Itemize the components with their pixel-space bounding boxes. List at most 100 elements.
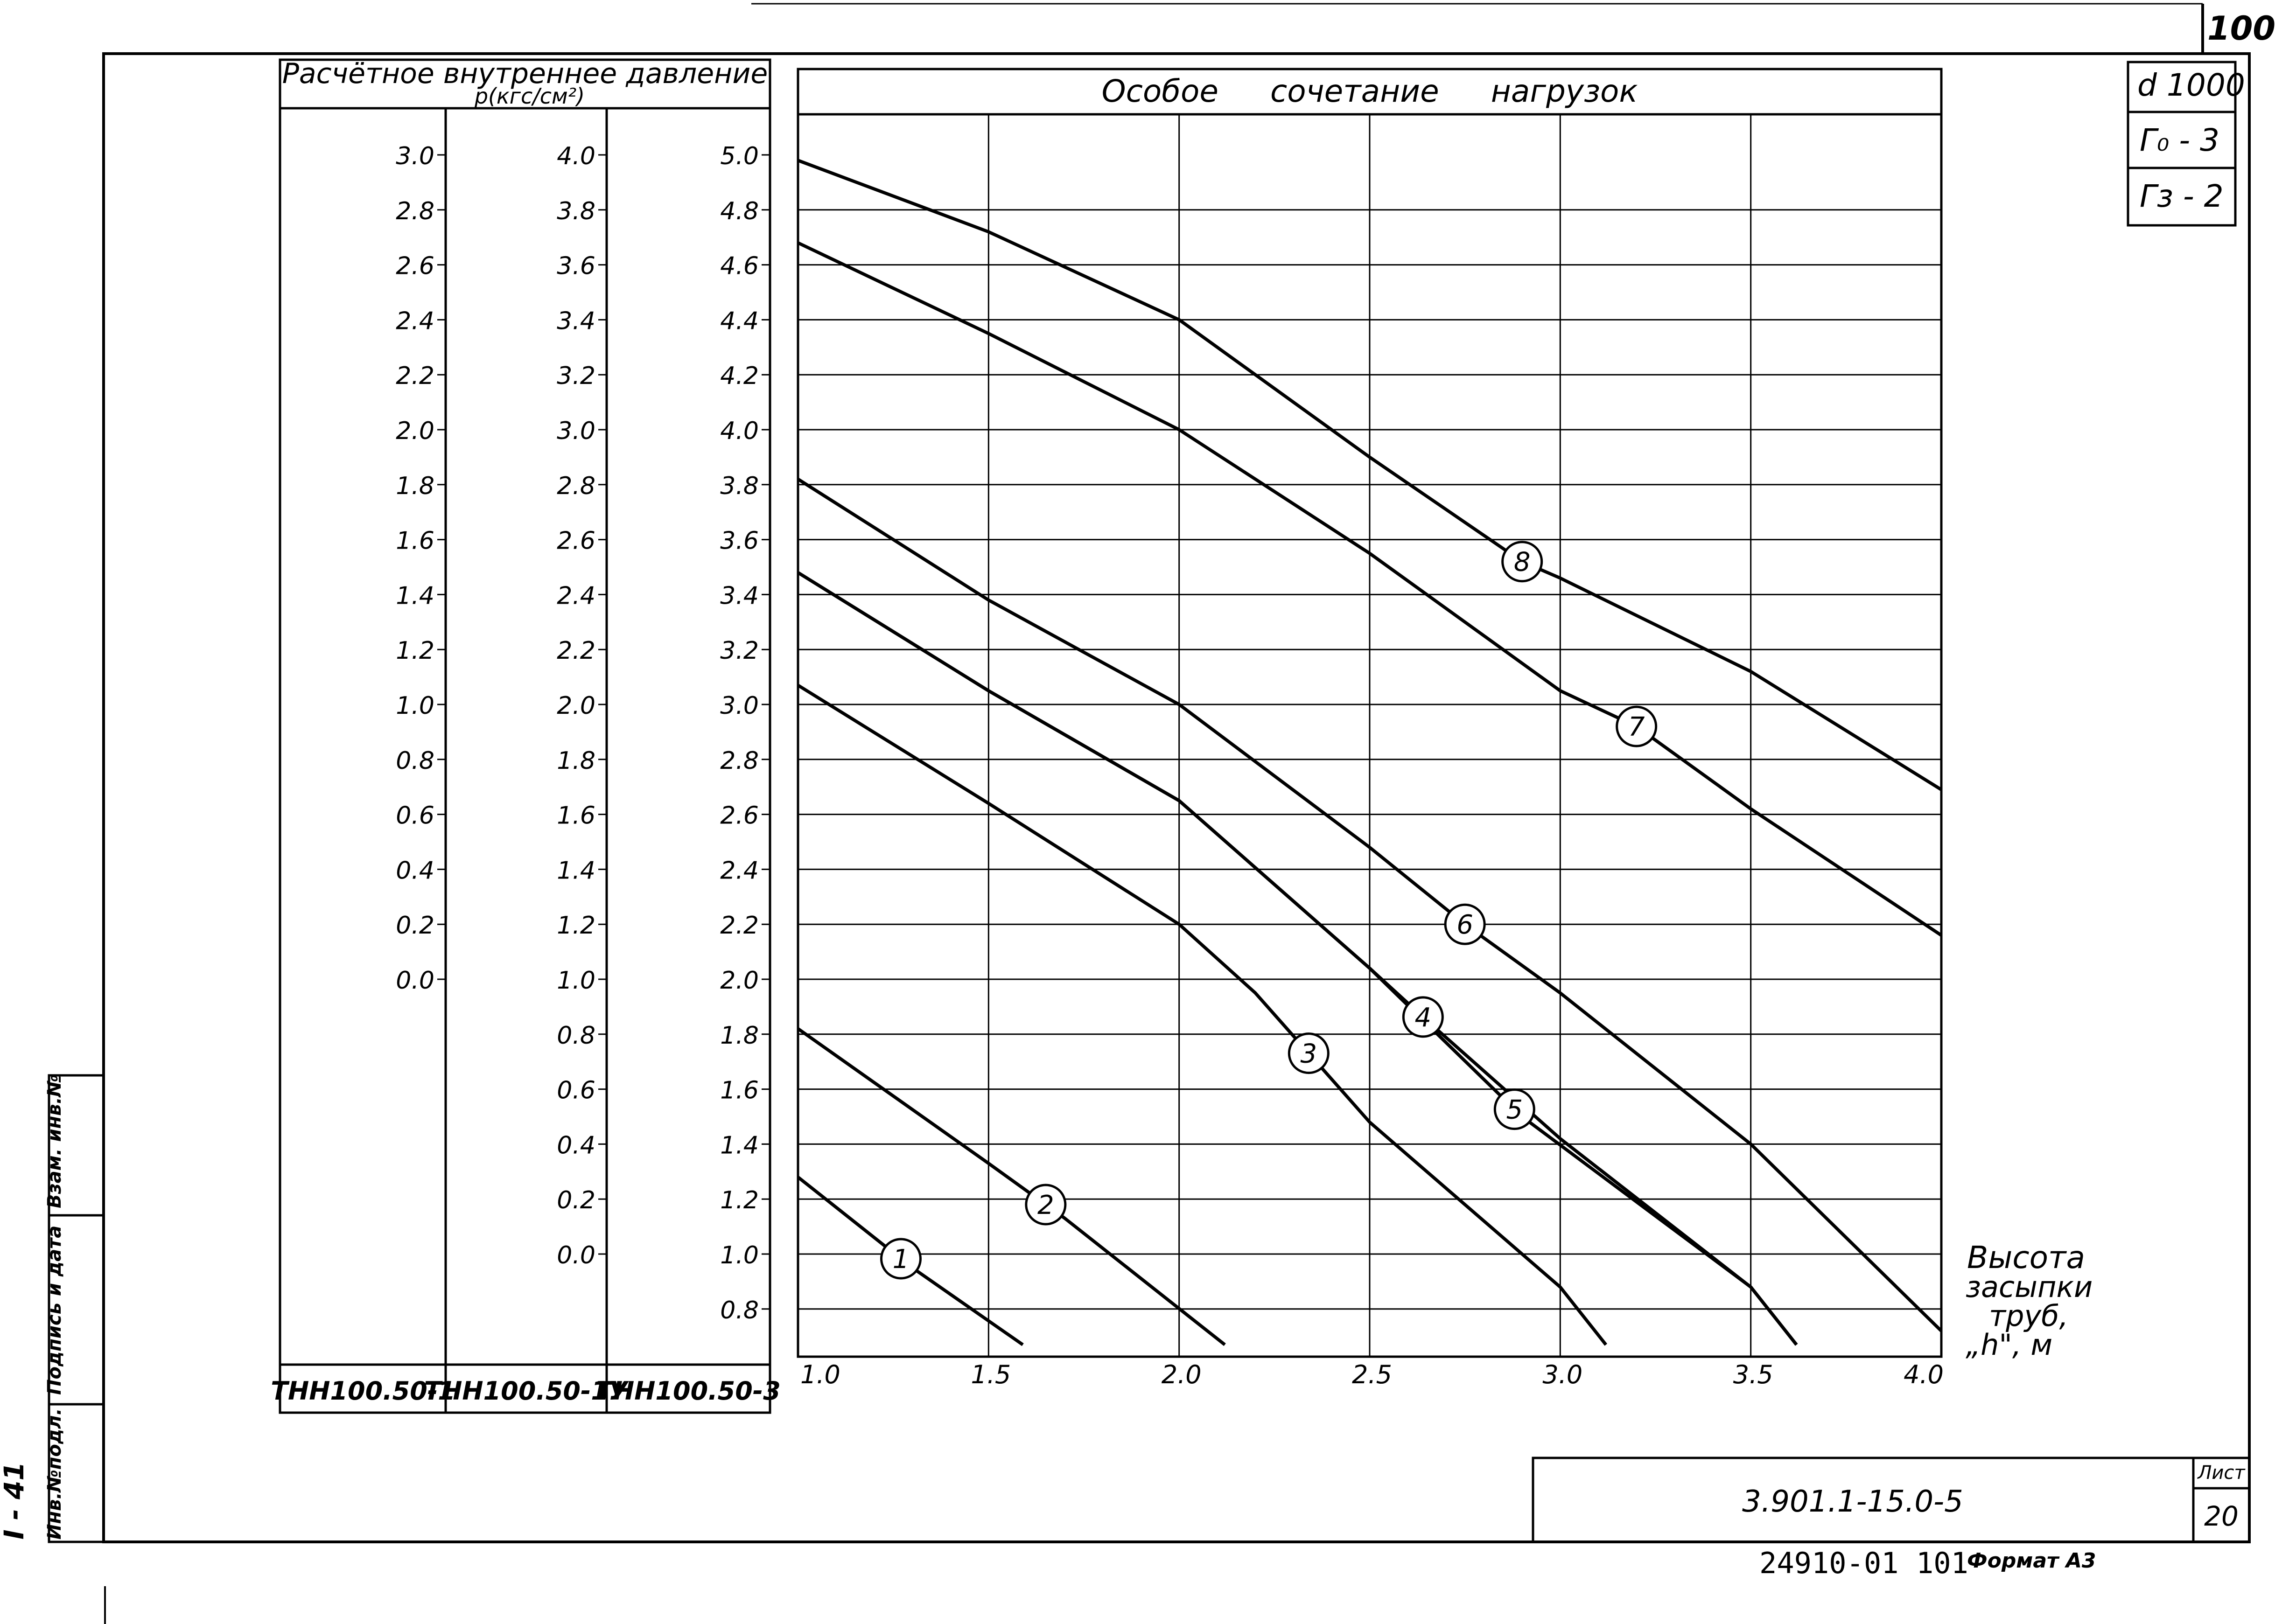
scale-tick-label: 1.8 <box>720 1022 759 1050</box>
axis-caption-line3: труб, <box>1989 1299 2068 1333</box>
series-line-7 <box>797 241 1942 937</box>
scale-tick-label: 2.8 <box>557 472 595 500</box>
sheet-number: 20 <box>2204 1500 2239 1532</box>
scale-tick-label: 2.8 <box>720 747 759 775</box>
document-code: 3.901.1-15.0-5 <box>1742 1485 1963 1519</box>
scale-tick-label: 3.6 <box>720 527 759 555</box>
x-tick-label: 2.0 <box>1162 1360 1202 1389</box>
pressure-table <box>279 58 771 1414</box>
badge-g0: Г₀ - 3 <box>2140 122 2219 158</box>
scale-tick-label: 0.0 <box>557 1241 595 1269</box>
scale-tick-label: 0.0 <box>396 967 434 995</box>
scale-tick-label: 3.0 <box>720 692 759 720</box>
scale-tick-label: 2.8 <box>396 197 434 225</box>
format-label: Формат А3 <box>1967 1549 2096 1573</box>
stamp-label-signature: Подпись и дата <box>44 1226 65 1395</box>
scale-tick-label: 1.6 <box>557 802 595 830</box>
scale-tick-label: 1.2 <box>720 1186 759 1214</box>
scale-tick-label: 4.0 <box>557 142 595 170</box>
x-tick-label: 3.5 <box>1733 1360 1773 1389</box>
scale-tick-label: 1.0 <box>396 692 434 720</box>
series-marker-7 <box>1616 705 1658 747</box>
scale-tick-label: 3.2 <box>557 362 595 390</box>
table-subtitle: p(кгс/см²) <box>474 84 585 109</box>
scale-tick-label: 0.2 <box>396 912 434 940</box>
scale-tick-label: 1.8 <box>396 472 434 500</box>
scale-tick-label: 1.2 <box>557 912 595 940</box>
sheet-label: Лист <box>2197 1462 2246 1484</box>
scale-tick-label: 2.2 <box>557 637 595 665</box>
scale-tick-label: 2.0 <box>396 417 434 445</box>
scale-tick-label: 0.8 <box>396 747 434 775</box>
scale-tick-label: 0.6 <box>557 1077 595 1105</box>
axis-caption-line1: Высота <box>1967 1240 2085 1276</box>
scale-tick-label: 1.4 <box>720 1131 759 1159</box>
scale-tick-label: 1.4 <box>557 857 595 885</box>
series-line-4 <box>797 571 1798 1346</box>
series-marker-label-2: 2 <box>1037 1190 1054 1220</box>
series-marker-1 <box>880 1238 922 1280</box>
scale-tick-label: 4.2 <box>720 362 759 390</box>
page-number: 100 <box>2207 9 2275 48</box>
scale-tick-label: 4.6 <box>720 252 759 280</box>
series-line-2 <box>797 1027 1226 1346</box>
series-marker-label-6: 6 <box>1456 910 1473 940</box>
scale-tick-label: 1.6 <box>720 1077 759 1105</box>
scale-tick-label: 3.8 <box>720 472 759 500</box>
product-label-1: ТНН100.50-1 <box>271 1376 455 1406</box>
product-label-3: ТНН100.50-3 <box>596 1376 781 1406</box>
scale-tick-label: 4.4 <box>720 307 759 335</box>
series-marker-label-3: 3 <box>1301 1039 1317 1069</box>
series-line-6 <box>797 478 1943 1332</box>
badge-boxes <box>2127 61 2237 227</box>
scale-tick-label: 2.0 <box>720 967 759 995</box>
series-marker-label-7: 7 <box>1628 712 1645 742</box>
scale-tick-label: 1.0 <box>720 1241 759 1269</box>
margin-label: I - 41 <box>0 1462 30 1540</box>
scale-tick-label: 1.8 <box>557 747 595 775</box>
x-tick-label: 2.5 <box>1352 1360 1392 1389</box>
scale-tick-label: 3.0 <box>557 417 595 445</box>
scale-tick-label: 0.8 <box>557 1022 595 1050</box>
scale-tick-label: 0.8 <box>720 1296 759 1324</box>
product-label-2: ТНН100.50-1У <box>424 1376 629 1406</box>
series-marker-label-1: 1 <box>893 1244 910 1275</box>
series-line-5 <box>797 571 1798 1346</box>
scale-tick-label: 0.4 <box>557 1131 595 1159</box>
table-title: Расчётное внутреннее давление <box>282 57 768 90</box>
stamp-label-replacement: Взам. инв.№ <box>44 1074 65 1208</box>
scale-tick-label: 2.0 <box>557 692 595 720</box>
series-marker-2 <box>1025 1184 1067 1226</box>
series-marker-3 <box>1288 1032 1330 1074</box>
x-tick-label: 4.0 <box>1904 1360 1944 1389</box>
scale-tick-label: 2.6 <box>396 252 434 280</box>
series-marker-8 <box>1501 541 1543 583</box>
badge-g3: Гз - 2 <box>2140 178 2224 214</box>
series-line-3 <box>797 683 1608 1346</box>
chart-title: Особое сочетание нагрузок <box>1102 73 1638 109</box>
scale-tick-label: 2.6 <box>720 802 759 830</box>
series-marker-6 <box>1444 903 1486 945</box>
scale-tick-label: 2.4 <box>396 307 434 335</box>
pressure-scales: 3.0 2.8 2.6 2.4 2.2 2.0 1.8 1.6 1.4 1.2 1.0 0.8 0.6 0… <box>396 142 770 1324</box>
title-block <box>1532 1457 2251 1543</box>
scale-tick-label: 1.0 <box>557 967 595 995</box>
scale-tick-label: 3.0 <box>396 142 434 170</box>
stamp-label-inventory: Инв.№подл. <box>44 1408 65 1540</box>
scale-tick-label: 3.6 <box>557 252 595 280</box>
x-tick-label: 1.0 <box>800 1360 840 1389</box>
x-tick-label: 3.0 <box>1542 1360 1582 1389</box>
side-stamp <box>48 1074 105 1543</box>
scale-tick-label: 1.6 <box>396 527 434 555</box>
scale-tick-label: 3.4 <box>557 307 595 335</box>
scale-tick-label: 2.6 <box>557 527 595 555</box>
scale-tick-label: 0.2 <box>557 1186 595 1214</box>
scale-tick-label: 4.0 <box>720 417 759 445</box>
scale-tick-label: 3.4 <box>720 582 759 610</box>
scale-tick-label: 3.8 <box>557 197 595 225</box>
scale-tick-label: 4.8 <box>720 197 759 225</box>
badge-diameter: d 1000 <box>2137 67 2245 103</box>
x-axis-ticks: 1.0 1.5 2.0 2.5 3.0 3.5 4.0 <box>800 1360 1944 1389</box>
axis-caption-line2: засыпки <box>1966 1270 2093 1304</box>
